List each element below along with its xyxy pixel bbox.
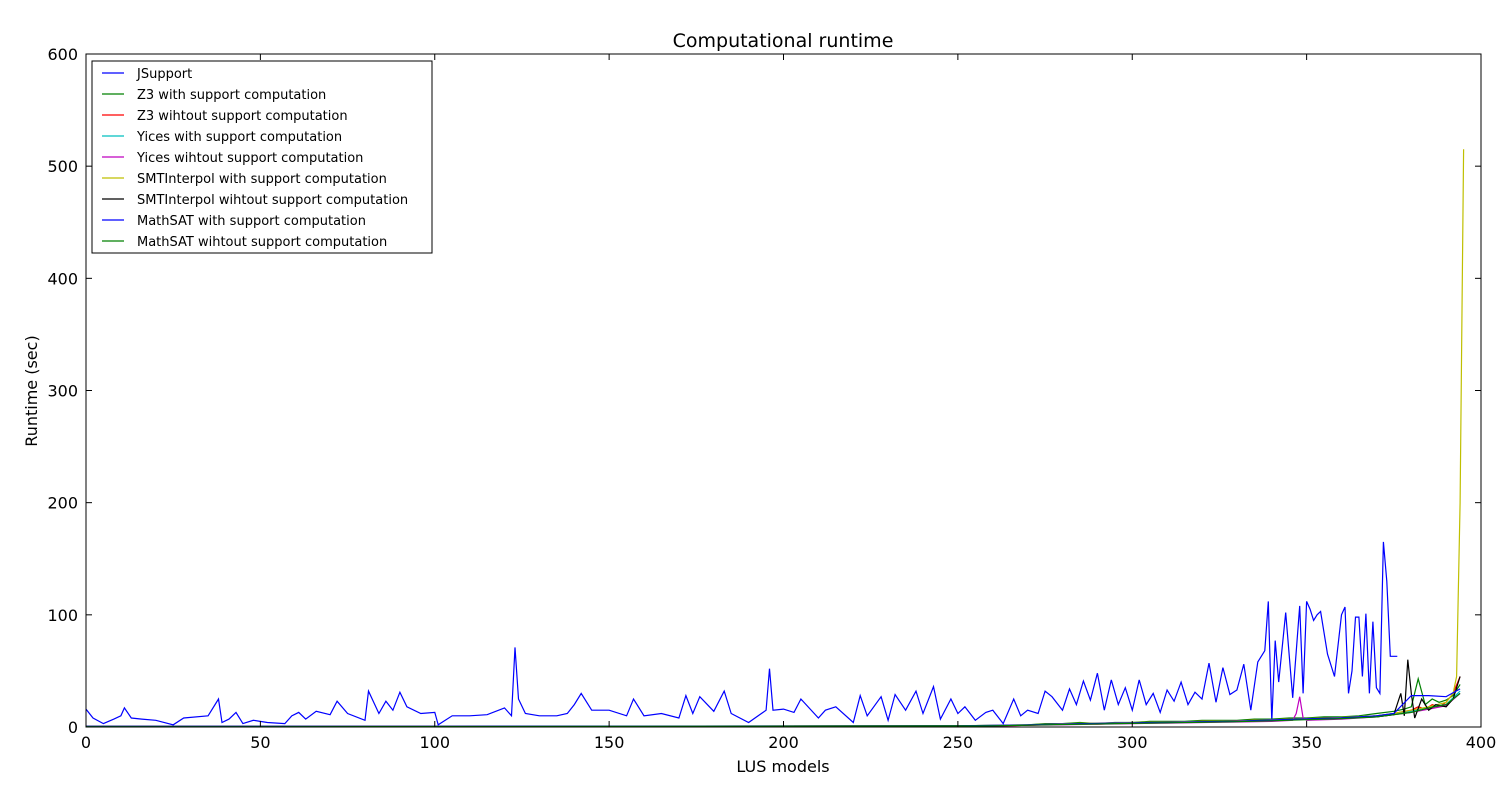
x-tick-label: 0 [81, 733, 91, 752]
legend-label: JSupport [136, 67, 192, 82]
series-line-1 [86, 541, 1398, 726]
x-axis-label: LUS models [736, 757, 829, 776]
y-tick-label: 100 [47, 606, 78, 625]
y-tick-label: 400 [47, 269, 78, 288]
x-tick-label: 50 [250, 733, 270, 752]
x-tick-label: 200 [768, 733, 799, 752]
legend-label: Z3 with support computation [137, 88, 326, 103]
legend: JSupport Z3 with support computation Z3 wi… [91, 60, 433, 254]
legend-label: Yices with support computation [136, 130, 342, 145]
x-tick-label: 250 [943, 733, 974, 752]
y-axis-label: Runtime (sec) [22, 335, 41, 446]
x-tick-label: 150 [594, 733, 625, 752]
x-tick-label: 400 [1466, 733, 1497, 752]
x-tick-label: 100 [419, 733, 450, 752]
y-tick-label: 600 [47, 45, 78, 64]
y-tick-label: 200 [47, 494, 78, 513]
x-tick-label: 350 [1291, 733, 1322, 752]
legend-label: Yices wihtout support computation [136, 151, 363, 166]
series-line-7 [86, 659, 1461, 727]
legend-box [91, 60, 433, 254]
chart-title: Computational runtime [673, 30, 894, 52]
series-line-9 [86, 692, 1461, 727]
y-tick-label: 300 [47, 382, 78, 401]
y-tick-label: 0 [68, 718, 78, 737]
legend-label: Z3 wihtout support computation [137, 109, 348, 124]
legend-label: SMTInterpol with support computation [137, 172, 387, 187]
legend-label: SMTInterpol wihtout support computation [137, 193, 408, 208]
x-tick-label: 300 [1117, 733, 1148, 752]
y-tick-label: 500 [47, 157, 78, 176]
legend-label: MathSAT wihtout support computation [137, 235, 387, 250]
legend-label: MathSAT with support computation [137, 214, 366, 229]
